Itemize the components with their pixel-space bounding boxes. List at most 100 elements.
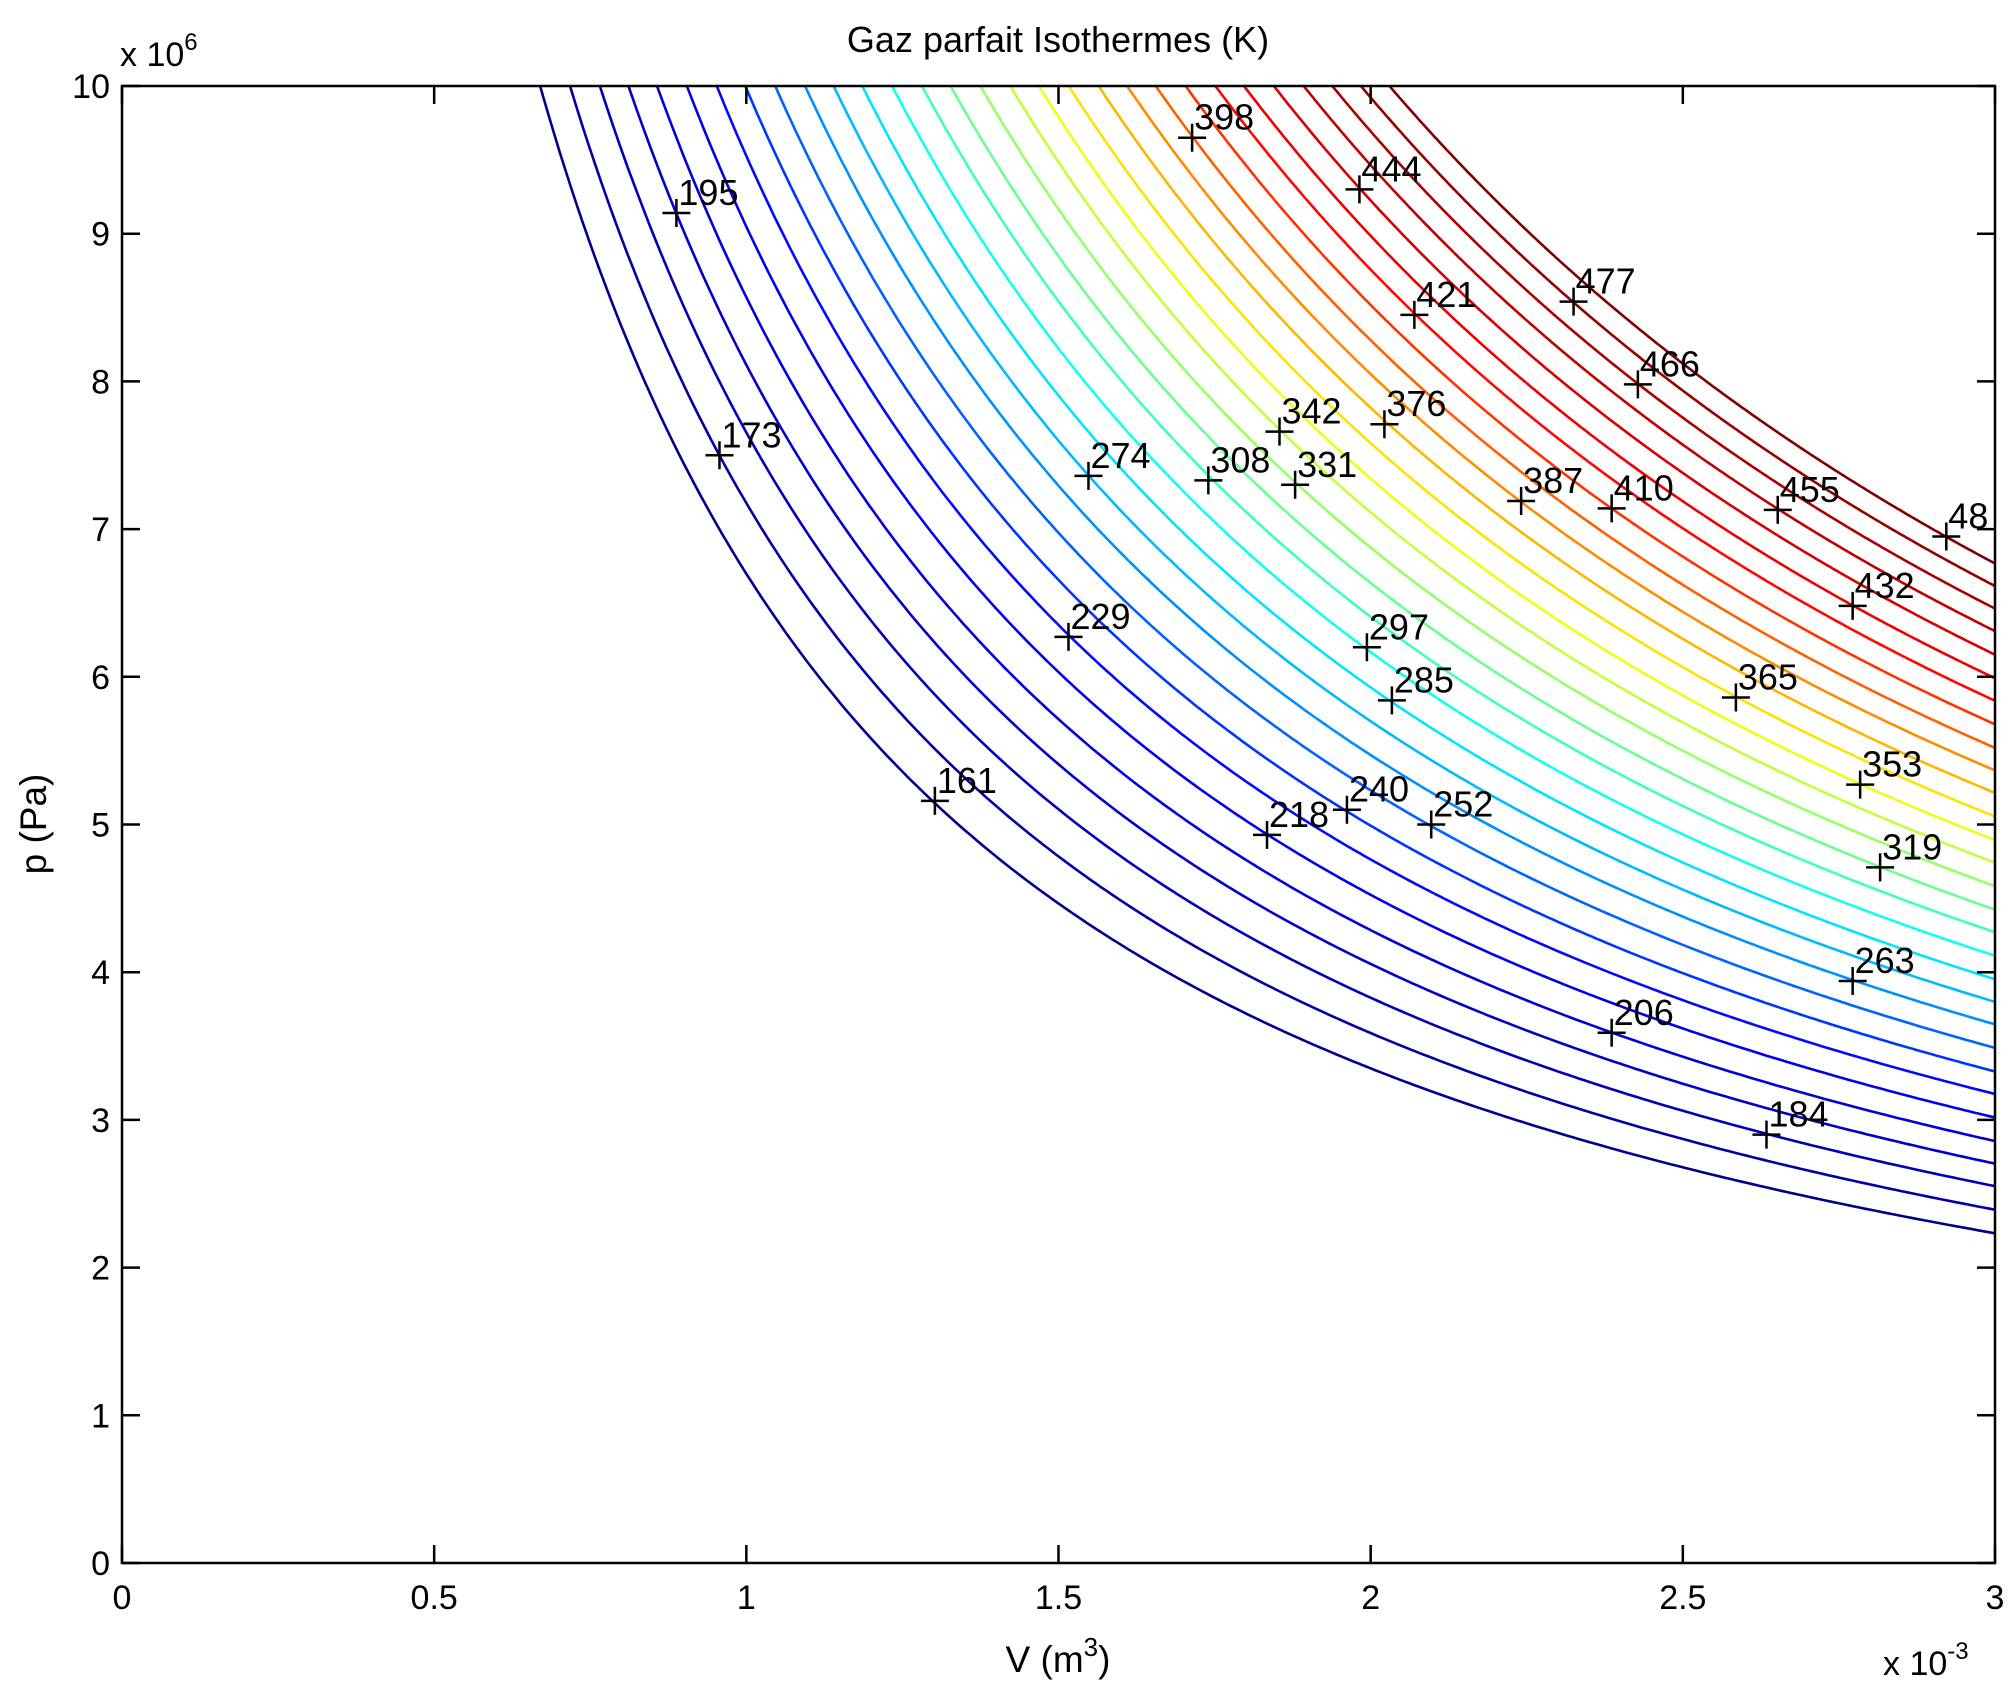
- y-tick-label: 3: [91, 1102, 110, 1140]
- point-label: 184: [1768, 1094, 1828, 1135]
- isotherm-line: [1272, 86, 1995, 656]
- x-axis-label-sup: 3: [1084, 1632, 1098, 1662]
- point-marker: [1352, 633, 1381, 662]
- point-label: 297: [1369, 606, 1429, 647]
- isotherm-line: [1008, 86, 1995, 864]
- point-marker: [1763, 495, 1792, 524]
- isotherm-line: [1359, 86, 1995, 588]
- point-label: 365: [1738, 656, 1798, 697]
- isotherm-line: [598, 86, 1995, 1188]
- point-label: 398: [1194, 97, 1254, 138]
- point-marker: [1345, 175, 1374, 204]
- x-tick-label: 0.5: [411, 1579, 458, 1617]
- point-label: 455: [1780, 469, 1840, 510]
- isotherm-line: [1096, 86, 1995, 795]
- y-tick-label: 4: [91, 954, 110, 992]
- point-marker: [1597, 494, 1626, 523]
- point-label: 173: [721, 414, 781, 455]
- isotherm-line: [832, 86, 1995, 1004]
- point-label: 387: [1523, 460, 1583, 501]
- point-marker: [1623, 370, 1652, 399]
- point-label: 229: [1070, 596, 1130, 637]
- x-tick-label: 1: [737, 1579, 756, 1617]
- y-axis-label: p (Pa): [13, 774, 54, 875]
- y-multiplier-exp: 6: [184, 29, 197, 56]
- point-label: 353: [1862, 744, 1922, 785]
- point-marker: [1752, 1120, 1781, 1149]
- isotherm-line: [1330, 86, 1995, 610]
- point-marker: [1838, 591, 1867, 620]
- y-tick-label: 0: [91, 1545, 110, 1583]
- point-label: 432: [1855, 565, 1915, 606]
- y-tick-label: 8: [91, 363, 110, 401]
- point-marker: [705, 441, 734, 470]
- point-marker: [1507, 487, 1536, 516]
- point-marker: [1721, 683, 1750, 712]
- point-marker: [662, 199, 691, 228]
- point-marker: [1866, 853, 1895, 882]
- point-label: 376: [1386, 383, 1446, 424]
- point-marker: [1846, 770, 1875, 799]
- point-label: 161: [937, 760, 997, 801]
- point-label: 285: [1394, 659, 1454, 700]
- isotherm-line: [627, 86, 1995, 1165]
- point-label: 444: [1361, 148, 1421, 189]
- x-axis-label-close: ): [1098, 1639, 1110, 1680]
- isotherm-line: [803, 86, 1995, 1026]
- isotherm-line: [568, 86, 1995, 1211]
- point-label: 308: [1210, 439, 1270, 480]
- point-marker: [1281, 470, 1310, 499]
- y-multiplier-base: x 10: [120, 36, 184, 74]
- y-tick-label: 6: [91, 659, 110, 697]
- point-label: 421: [1416, 274, 1476, 315]
- isotherm-line: [1154, 86, 1995, 750]
- plot-area: [122, 86, 1995, 1563]
- point-label: 218: [1269, 794, 1329, 835]
- x-axis-label-text: V (m: [1006, 1639, 1084, 1680]
- y-tick-label: 2: [91, 1250, 110, 1288]
- isotherm-line: [655, 86, 1995, 1143]
- point-marker: [1932, 522, 1961, 551]
- point-label: 240: [1349, 769, 1409, 810]
- point-marker: [1838, 967, 1867, 996]
- y-tick-label: 9: [91, 216, 110, 254]
- isotherm-line: [949, 86, 1995, 911]
- isotherm-line: [1242, 86, 1995, 680]
- isotherm-line: [1067, 86, 1995, 818]
- point-marker: [920, 786, 949, 815]
- isotherm-line: [860, 86, 1995, 981]
- isotherm-line: [1302, 86, 1995, 633]
- point-marker: [1253, 820, 1282, 849]
- x-tick-label: 3: [1986, 1579, 2005, 1617]
- isotherm-line: [715, 86, 1995, 1096]
- point-marker: [1178, 123, 1207, 152]
- point-marker: [1194, 466, 1223, 495]
- point-marker: [1597, 1018, 1626, 1047]
- x-tick-label: 2: [1361, 1579, 1380, 1617]
- y-multiplier: x 106: [120, 29, 198, 74]
- isotherm-line: [920, 86, 1995, 934]
- point-marker: [1332, 795, 1361, 824]
- point-label: 331: [1297, 444, 1357, 485]
- y-tick-label: 5: [91, 807, 110, 845]
- isotherm-line: [890, 86, 1995, 957]
- point-marker: [1559, 287, 1588, 316]
- isotherm-line: [1184, 86, 1995, 726]
- isotherm-line: [1037, 86, 1995, 842]
- isotherm-line: [685, 86, 1995, 1119]
- point-label: 477: [1576, 261, 1636, 302]
- isotherm-line: [538, 86, 1995, 1235]
- x-axis-label: V (m3): [1006, 1632, 1111, 1680]
- point-marker: [1074, 461, 1103, 490]
- point-label: 206: [1614, 992, 1674, 1033]
- point-marker: [1370, 410, 1399, 439]
- point-label: 263: [1855, 940, 1915, 981]
- x-tick-label: 0: [113, 1579, 132, 1617]
- chart-title: Gaz parfait Isothermes (K): [847, 19, 1269, 60]
- x-multiplier-base: x 10: [1883, 1645, 1947, 1683]
- point-label: 342: [1282, 391, 1342, 432]
- isotherm-line: [1213, 86, 1995, 702]
- point-marker: [1400, 300, 1429, 329]
- point-label: 319: [1882, 826, 1942, 867]
- isotherm-line: [773, 86, 1995, 1050]
